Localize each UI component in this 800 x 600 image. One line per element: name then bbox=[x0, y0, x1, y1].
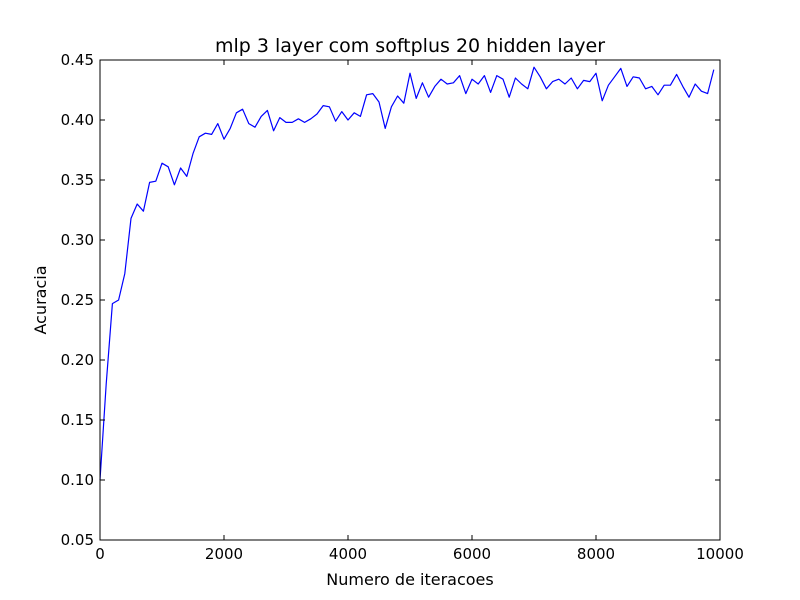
series-line-0 bbox=[99, 66, 715, 481]
plot-frame bbox=[99, 59, 721, 541]
x-axis: 0 2000 4000 6000 8000 10000 bbox=[95, 60, 744, 563]
y-tick-label: 0.40 bbox=[61, 111, 94, 129]
y-tick-label: 0.15 bbox=[61, 411, 94, 429]
x-tick-label: 4000 bbox=[329, 545, 367, 563]
y-tick-label: 0.20 bbox=[61, 351, 94, 369]
x-tick-label: 8000 bbox=[577, 545, 615, 563]
x-axis-label: Numero de iteracoes bbox=[326, 570, 493, 589]
y-axis-label: Acuracia bbox=[31, 265, 50, 334]
y-tick-label: 0.35 bbox=[61, 171, 94, 189]
plot-area bbox=[99, 66, 715, 481]
x-tick-label: 2000 bbox=[205, 545, 243, 563]
x-tick-label: 10000 bbox=[696, 545, 744, 563]
y-tick-label: 0.25 bbox=[61, 291, 94, 309]
x-tick-label: 6000 bbox=[453, 545, 491, 563]
y-tick-label: 0.10 bbox=[61, 471, 94, 489]
y-tick-label: 0.45 bbox=[61, 51, 94, 69]
y-tick-label: 0.30 bbox=[61, 231, 94, 249]
x-tick-label: 0 bbox=[95, 545, 105, 563]
y-tick-label: 0.05 bbox=[61, 531, 94, 549]
chart-title: mlp 3 layer com softplus 20 hidden layer bbox=[215, 35, 605, 57]
